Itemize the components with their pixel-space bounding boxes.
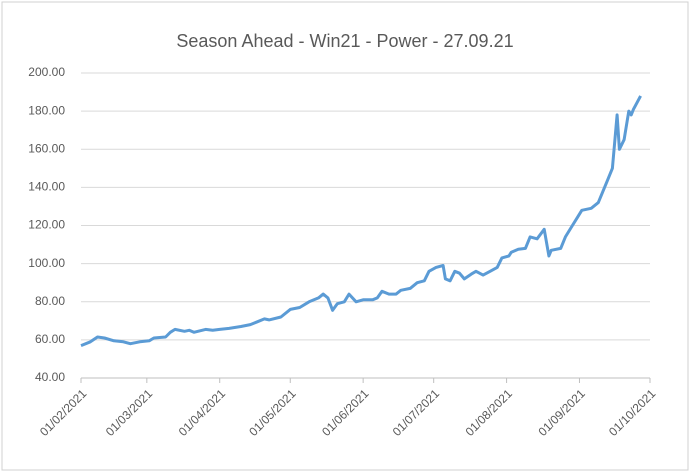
y-tick-label: 140.00 <box>28 180 65 194</box>
y-tick-label: 100.00 <box>28 256 65 270</box>
y-tick-label: 40.00 <box>35 370 65 384</box>
y-tick-label: 80.00 <box>35 294 65 308</box>
price-line <box>80 95 642 347</box>
y-tick-label: 180.00 <box>28 103 65 117</box>
y-tick-label: 60.00 <box>35 332 65 346</box>
chart-title: Season Ahead - Win21 - Power - 27.09.21 <box>176 31 513 51</box>
y-tick-label: 160.00 <box>28 141 65 155</box>
y-tick-label: 200.00 <box>28 65 65 79</box>
y-tick-label: 120.00 <box>28 218 65 232</box>
